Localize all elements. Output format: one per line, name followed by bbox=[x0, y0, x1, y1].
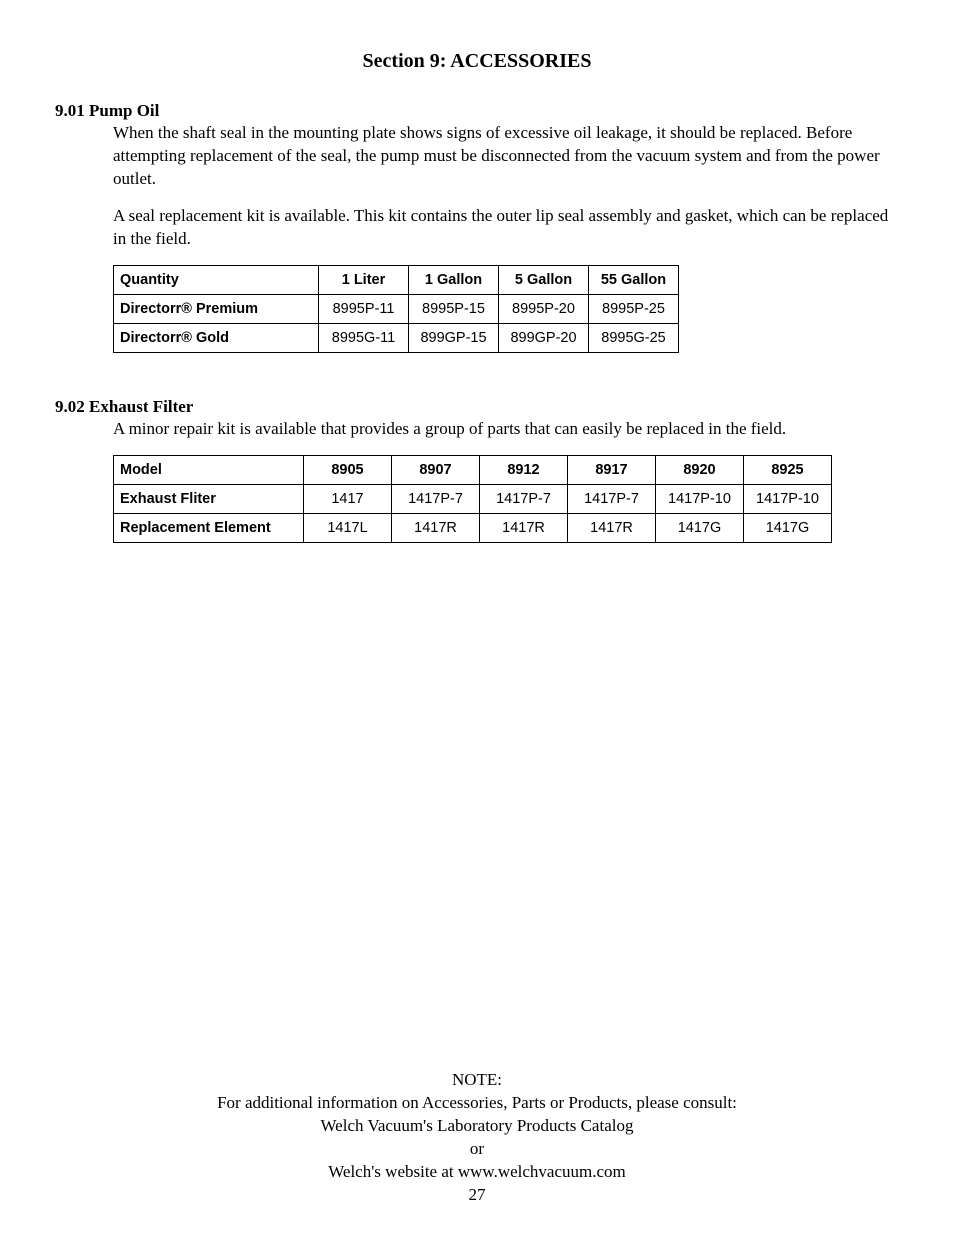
table-cell: 1417R bbox=[392, 513, 480, 542]
subsection-heading-9-01: 9.01 Pump Oil bbox=[55, 101, 899, 121]
footer-line: For additional information on Accessorie… bbox=[0, 1092, 954, 1115]
footer-note: NOTE: For additional information on Acce… bbox=[0, 1069, 954, 1207]
table-header: 5 Gallon bbox=[499, 265, 589, 294]
table-cell: 8995P-11 bbox=[319, 294, 409, 323]
table-header: 8907 bbox=[392, 455, 480, 484]
table-cell: 1417P-10 bbox=[744, 484, 832, 513]
table-row: Exhaust Fliter 1417 1417P-7 1417P-7 1417… bbox=[114, 484, 832, 513]
table-cell: 8995P-15 bbox=[409, 294, 499, 323]
section-title: Section 9: ACCESSORIES bbox=[55, 50, 899, 73]
table-row: Quantity 1 Liter 1 Gallon 5 Gallon 55 Ga… bbox=[114, 265, 679, 294]
table-cell: 1417G bbox=[744, 513, 832, 542]
table-cell: Replacement Element bbox=[114, 513, 304, 542]
table-cell: 1417P-10 bbox=[656, 484, 744, 513]
table-row: Directorr® Gold 8995G-11 899GP-15 899GP-… bbox=[114, 323, 679, 352]
table-row: Directorr® Premium 8995P-11 8995P-15 899… bbox=[114, 294, 679, 323]
table-cell: 1417R bbox=[568, 513, 656, 542]
subsection-heading-9-02: 9.02 Exhaust Filter bbox=[55, 397, 899, 417]
page-number: 27 bbox=[0, 1184, 954, 1207]
table-cell: 1417L bbox=[304, 513, 392, 542]
table-cell: 1417R bbox=[480, 513, 568, 542]
table-header: 8925 bbox=[744, 455, 832, 484]
subsection-9-02: 9.02 Exhaust Filter A minor repair kit i… bbox=[55, 397, 899, 543]
pump-oil-table: Quantity 1 Liter 1 Gallon 5 Gallon 55 Ga… bbox=[113, 265, 679, 353]
paragraph-9-01-1: When the shaft seal in the mounting plat… bbox=[113, 122, 899, 191]
footer-line: Welch's website at www.welchvacuum.com bbox=[0, 1161, 954, 1184]
subsection-9-01: 9.01 Pump Oil When the shaft seal in the… bbox=[55, 101, 899, 353]
table-header: 8905 bbox=[304, 455, 392, 484]
table-row: Model 8905 8907 8912 8917 8920 8925 bbox=[114, 455, 832, 484]
table-header: 55 Gallon bbox=[589, 265, 679, 294]
table-header: 8912 bbox=[480, 455, 568, 484]
footer-line: or bbox=[0, 1138, 954, 1161]
table-cell: 1417P-7 bbox=[392, 484, 480, 513]
table-cell: 1417P-7 bbox=[568, 484, 656, 513]
table-header: 1 Gallon bbox=[409, 265, 499, 294]
footer-line: Welch Vacuum's Laboratory Products Catal… bbox=[0, 1115, 954, 1138]
table-cell: 8995G-11 bbox=[319, 323, 409, 352]
table-header: 8917 bbox=[568, 455, 656, 484]
table-header: 8920 bbox=[656, 455, 744, 484]
table-cell: 8995P-25 bbox=[589, 294, 679, 323]
exhaust-filter-table: Model 8905 8907 8912 8917 8920 8925 Exha… bbox=[113, 455, 832, 543]
table-cell: 899GP-15 bbox=[409, 323, 499, 352]
footer-line: NOTE: bbox=[0, 1069, 954, 1092]
table-cell: Directorr® Gold bbox=[114, 323, 319, 352]
table-cell: 1417G bbox=[656, 513, 744, 542]
table-cell: 8995G-25 bbox=[589, 323, 679, 352]
table-cell: 1417 bbox=[304, 484, 392, 513]
table-cell: Exhaust Fliter bbox=[114, 484, 304, 513]
table-cell: 8995P-20 bbox=[499, 294, 589, 323]
table-cell: 899GP-20 bbox=[499, 323, 589, 352]
table-header: Quantity bbox=[114, 265, 319, 294]
table-cell: Directorr® Premium bbox=[114, 294, 319, 323]
paragraph-9-01-2: A seal replacement kit is available. Thi… bbox=[113, 205, 899, 251]
paragraph-9-02-1: A minor repair kit is available that pro… bbox=[113, 418, 899, 441]
table-row: Replacement Element 1417L 1417R 1417R 14… bbox=[114, 513, 832, 542]
table-header: Model bbox=[114, 455, 304, 484]
table-header: 1 Liter bbox=[319, 265, 409, 294]
table-cell: 1417P-7 bbox=[480, 484, 568, 513]
